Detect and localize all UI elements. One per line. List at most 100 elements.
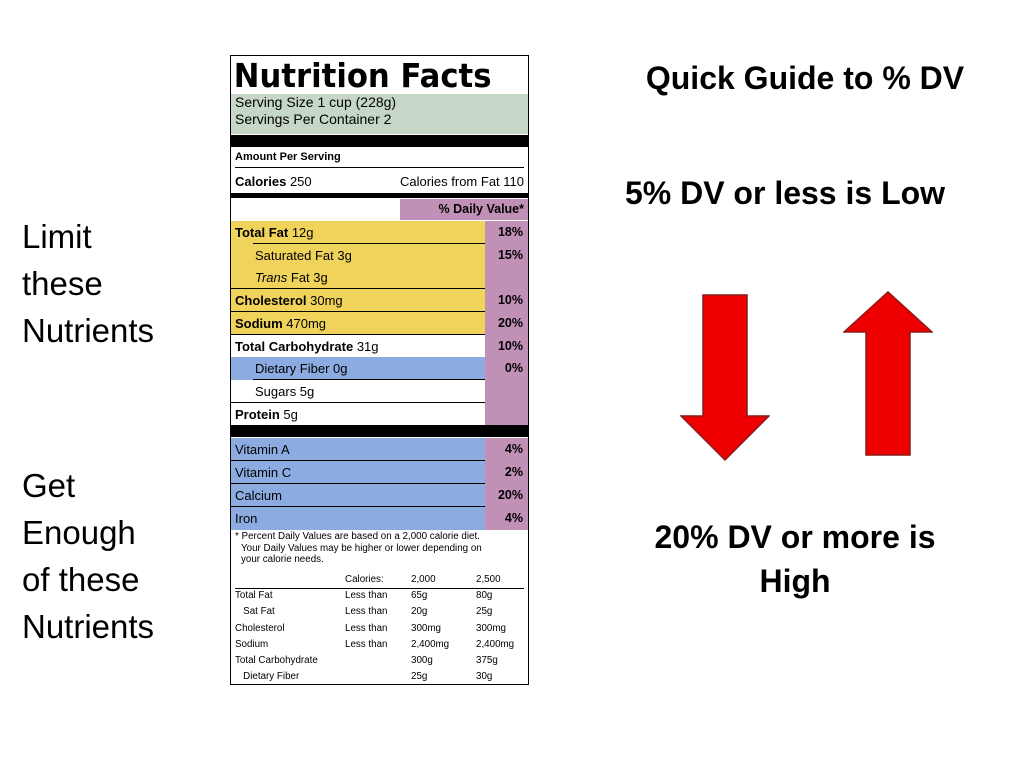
table-cell: 300g xyxy=(411,655,433,666)
enough-line: of these xyxy=(22,561,140,598)
amount-per-serving: Amount Per Serving xyxy=(235,151,341,163)
nutrient-name: Total Carbohydrate 31g xyxy=(235,338,379,354)
nutrient-row: Saturated Fat 3g 15% xyxy=(231,243,528,267)
row-divider xyxy=(231,288,485,290)
limit-line: Limit xyxy=(22,218,92,255)
calories-label: Calories xyxy=(235,173,287,189)
table-cell: 25g xyxy=(476,606,493,618)
table-header-row: Calories: 2,000 2,500 xyxy=(231,572,528,588)
table-row: Sat Fat Less than 20g 25g xyxy=(231,604,528,620)
table-cell: 30g xyxy=(476,671,493,683)
table-cell: 2,400mg xyxy=(411,638,450,650)
daily-value-percent: 18% xyxy=(485,221,528,244)
enough-line: Nutrients xyxy=(22,608,155,645)
vitamin-row: Iron 4% xyxy=(231,507,528,530)
table-row: Total Fat Less than 65g 80g xyxy=(231,588,528,604)
row-divider xyxy=(231,460,485,461)
daily-value-percent: 15% xyxy=(485,243,528,267)
nutrient-name: Sugars 5g xyxy=(255,383,315,399)
servings-per-container: Servings Per Container 2 xyxy=(235,111,392,127)
guide-title: Quick Guide to % DV xyxy=(645,60,965,96)
medium-divider xyxy=(231,193,528,198)
table-cell: Sodium xyxy=(235,638,269,650)
table-cell: 80g xyxy=(476,590,493,602)
daily-value-percent xyxy=(485,266,528,290)
nutrition-facts-label: Nutrition Facts Serving Size 1 cup (228g… xyxy=(230,55,529,685)
nutrient-row: Protein 5g xyxy=(231,402,528,426)
vitamin-name: Vitamin C xyxy=(235,465,292,480)
enough-line: Get xyxy=(22,467,76,504)
daily-value-percent: 20% xyxy=(485,484,528,507)
table-cell: Total Fat xyxy=(235,590,273,602)
serving-info: Serving Size 1 cup (228g) Servings Per C… xyxy=(231,94,528,134)
daily-value-percent xyxy=(485,379,528,403)
table-cell: 65g xyxy=(411,590,428,602)
row-divider xyxy=(253,243,485,244)
table-row: Sodium Less than 2,400mg 2,400mg xyxy=(231,637,528,653)
row-divider xyxy=(253,265,485,267)
nutrient-row: Sugars 5g xyxy=(231,379,528,403)
table-cell: 2,500 xyxy=(476,574,501,585)
footnote-line: Your Daily Values may be higher or lower… xyxy=(241,542,482,554)
row-divider xyxy=(253,356,485,358)
calories-from-fat: Calories from Fat 110 xyxy=(399,173,524,189)
row-divider xyxy=(231,333,485,335)
serving-size: Serving Size 1 cup (228g) xyxy=(235,94,397,110)
table-row: Dietary Fiber 25g 30g xyxy=(231,669,528,684)
nutrient-row: Total Fat 12g 18% xyxy=(231,221,528,244)
limit-nutrients-label: Limit these Nutrients xyxy=(22,213,154,354)
table-cell: 25g xyxy=(411,671,428,683)
table-cell: 2,400mg xyxy=(476,638,515,650)
nutrient-row: Cholesterol 30mg 10% xyxy=(231,289,528,313)
footnote: * Percent Daily Values are based on a 2,… xyxy=(231,531,528,566)
daily-value-header: % Daily Value* xyxy=(231,199,528,220)
high-dv-text: 20% DV or more is High xyxy=(600,515,990,603)
vitamin-name: Iron xyxy=(235,511,258,526)
table-cell: Calories: xyxy=(345,574,384,585)
table-cell: Less than xyxy=(345,622,388,634)
vitamin-name: Vitamin A xyxy=(235,442,290,457)
high-dv-line: 20% DV or more is xyxy=(654,519,936,555)
daily-value-percent: 2% xyxy=(485,461,528,484)
up-arrow-icon xyxy=(843,291,933,456)
table-row: Cholesterol Less than 300mg 300mg xyxy=(231,621,528,637)
table-cell: 375g xyxy=(476,655,498,666)
vitamin-name: Calcium xyxy=(235,488,282,503)
low-dv-text: 5% DV or less is Low xyxy=(624,175,946,211)
nutrient-name: Cholesterol 30mg xyxy=(235,293,343,309)
table-cell: Less than xyxy=(345,590,388,602)
high-dv-line: High xyxy=(759,563,831,599)
row-divider xyxy=(231,401,485,403)
table-cell: Less than xyxy=(345,638,388,650)
get-enough-nutrients-label: Get Enough of these Nutrients xyxy=(22,462,154,650)
daily-value-percent: 10% xyxy=(485,289,528,313)
row-divider xyxy=(231,311,485,313)
table-cell: Dietary Fiber xyxy=(235,671,300,683)
table-cell: 300mg xyxy=(476,622,506,634)
nutrient-name: Saturated Fat 3g xyxy=(255,247,352,263)
nutrient-row: Trans Fat 3g xyxy=(231,266,528,290)
nutrient-name: Total Fat 12g xyxy=(235,225,314,240)
calories-value: 250 xyxy=(289,173,312,189)
table-cell: Sat Fat xyxy=(235,606,275,618)
down-arrow-icon xyxy=(680,294,770,462)
daily-value-percent: 4% xyxy=(485,438,528,461)
table-cell: Cholesterol xyxy=(235,622,285,634)
nutrient-row: Total Carbohydrate 31g 10% xyxy=(231,334,528,358)
table-row: Total Carbohydrate 300g 375g xyxy=(231,653,528,669)
daily-value-percent: 20% xyxy=(485,311,528,335)
vitamin-row: Vitamin C 2% xyxy=(231,461,528,484)
enough-line: Enough xyxy=(22,514,136,551)
row-divider xyxy=(231,506,485,507)
footnote-line: * Percent Daily Values are based on a 2,… xyxy=(235,531,480,542)
divider xyxy=(235,167,524,168)
footnote-line: your calorie needs. xyxy=(241,554,324,565)
table-header-divider xyxy=(235,588,524,589)
daily-value-percent: 0% xyxy=(485,357,528,381)
nutrient-row: Sodium 470mg 20% xyxy=(231,311,528,335)
table-cell: Less than xyxy=(345,606,388,618)
vitamin-row: Calcium 20% xyxy=(231,484,528,507)
daily-value-percent xyxy=(485,402,528,426)
table-cell: 2,000 xyxy=(411,574,436,585)
table-cell: 20g xyxy=(411,606,428,618)
